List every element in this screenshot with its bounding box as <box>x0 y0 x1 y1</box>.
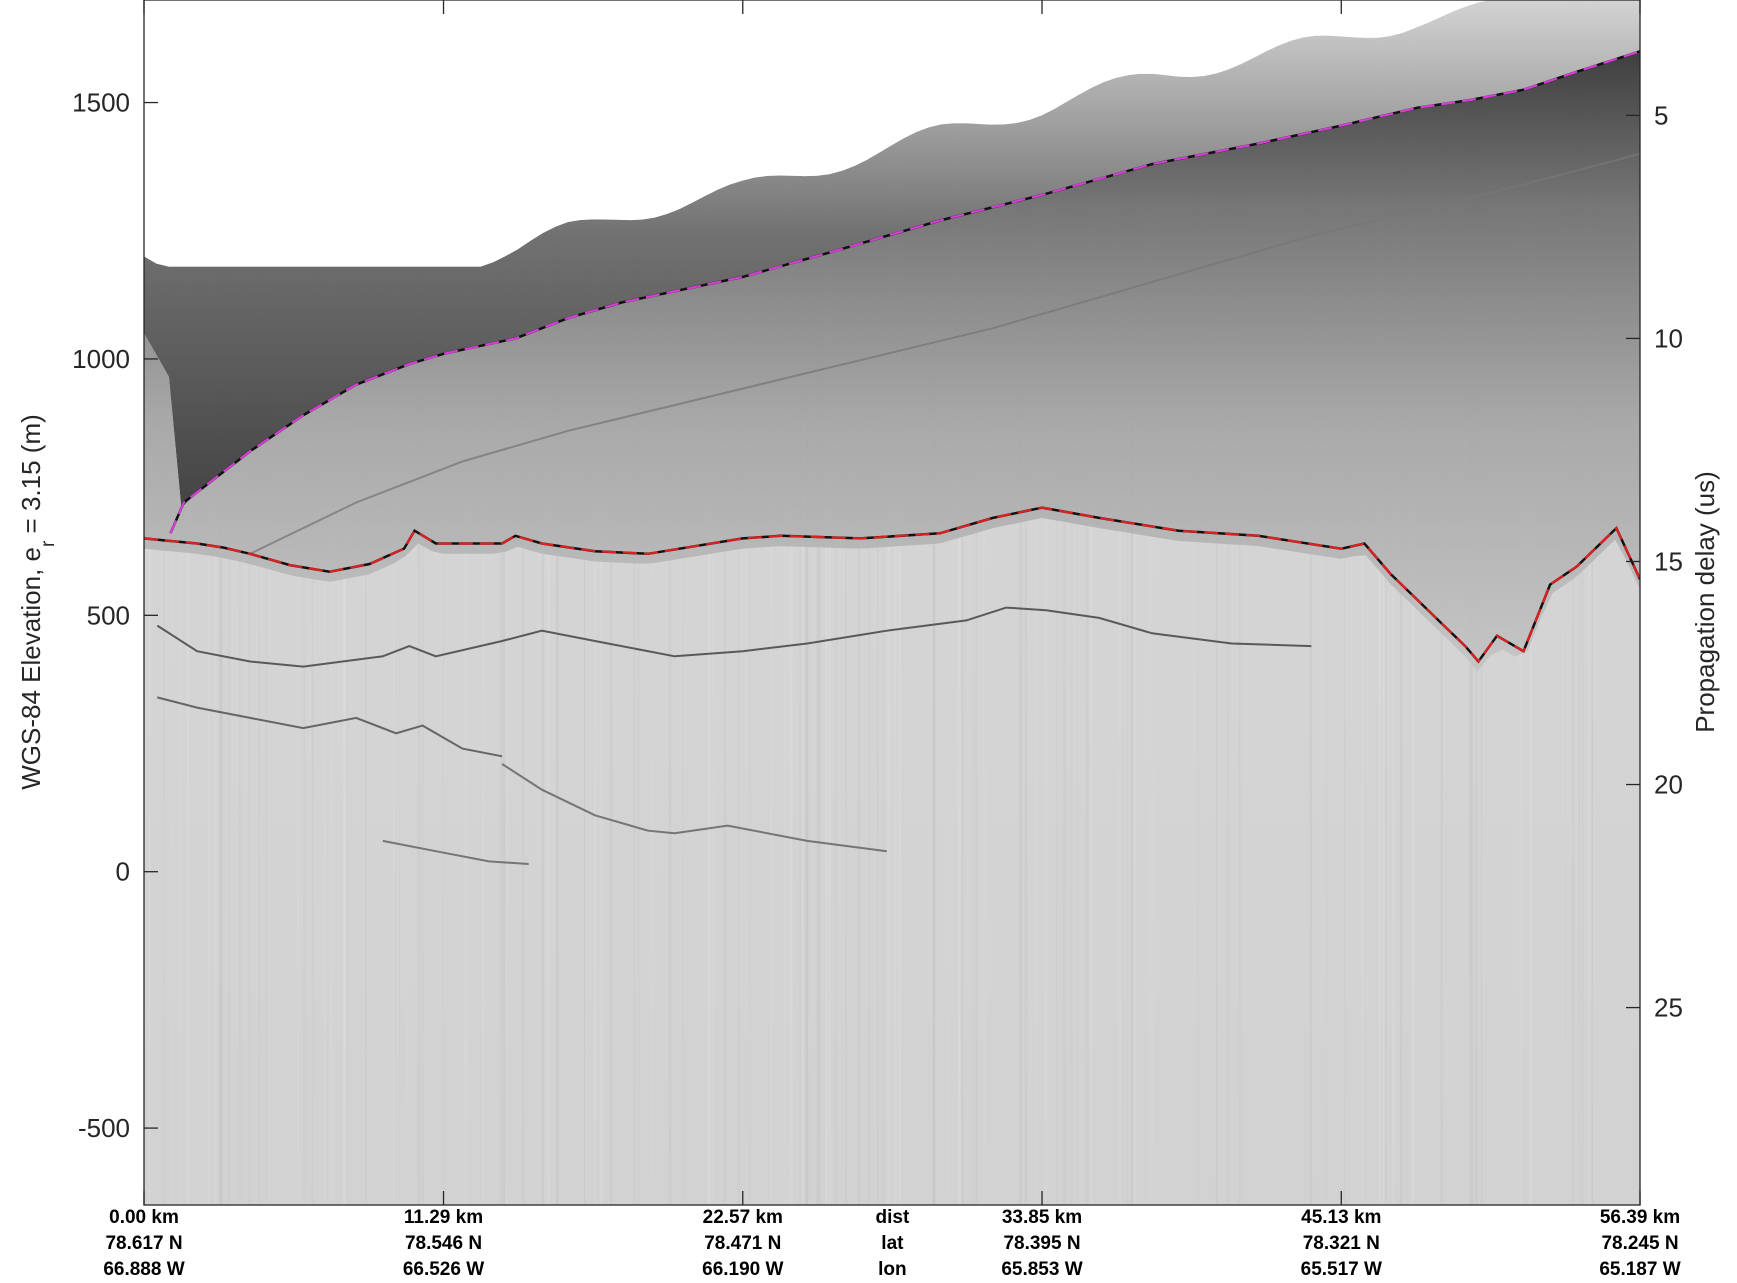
x-info-labels: 0.00 km 11.29 km 22.57 km 33.85 km 45.13 km 5… <box>103 1207 1680 1280</box>
y-axis-title-main: WGS-84 Elevation, e <box>16 547 46 790</box>
y2-axis-title: Propagation delay (us) <box>1690 471 1720 733</box>
y2-tick-label: 25 <box>1654 993 1683 1023</box>
dist-label: 22.57 km <box>703 1207 783 1228</box>
lat-label: 78.546 N <box>405 1233 482 1254</box>
y-tick-label: 1000 <box>72 344 130 374</box>
y-axis-title: WGS-84 Elevation, er = 3.15 (m) <box>16 414 59 790</box>
y2-tick-label: 10 <box>1654 323 1683 353</box>
lat-label: 78.617 N <box>105 1233 182 1254</box>
y-tick-label: 500 <box>87 600 130 630</box>
dist-label: 56.39 km <box>1600 1207 1680 1228</box>
y-tick-label: -500 <box>78 1113 130 1143</box>
y2-tick-label: 20 <box>1654 770 1683 800</box>
lat-label: 78.395 N <box>1003 1233 1080 1254</box>
lon-label: 65.517 W <box>1301 1259 1382 1280</box>
row-name-lon: lon <box>878 1259 907 1280</box>
lat-label: 78.245 N <box>1601 1233 1678 1254</box>
lat-label: 78.321 N <box>1303 1233 1380 1254</box>
dist-label: 45.13 km <box>1301 1207 1381 1228</box>
y-tick-label: 1500 <box>72 88 130 118</box>
lon-label: 66.526 W <box>403 1259 484 1280</box>
lat-label: 78.471 N <box>704 1233 781 1254</box>
dist-label: 11.29 km <box>404 1207 483 1228</box>
lon-label: 66.190 W <box>702 1259 783 1280</box>
y-tick-label: 0 <box>116 857 130 887</box>
y2-tick-label: 5 <box>1654 100 1668 130</box>
dist-label: 0.00 km <box>109 1207 179 1228</box>
lon-label: 66.888 W <box>103 1259 184 1280</box>
lon-label: 65.853 W <box>1001 1259 1082 1280</box>
y2-tick-label: 15 <box>1654 546 1683 576</box>
row-name-dist: dist <box>876 1207 910 1228</box>
lon-label: 65.187 W <box>1599 1259 1680 1280</box>
row-name-lat: lat <box>881 1233 904 1254</box>
y-axis-title-suffix: = 3.15 (m) <box>16 414 46 540</box>
dist-label: 33.85 km <box>1002 1207 1082 1228</box>
